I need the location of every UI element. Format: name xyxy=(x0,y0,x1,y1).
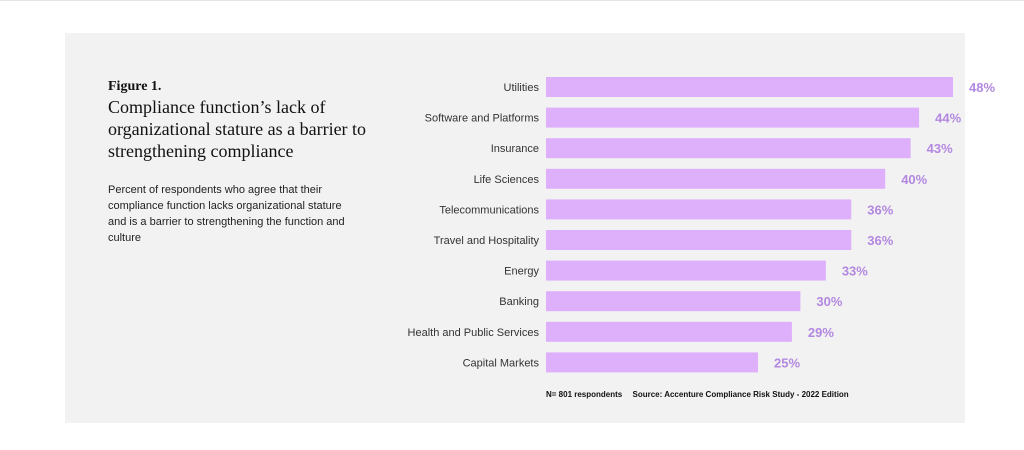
value-label: 40% xyxy=(901,172,927,187)
figure-title: Compliance function’s lack of organizati… xyxy=(108,97,367,161)
value-label: 44% xyxy=(935,111,961,126)
bar xyxy=(546,168,886,189)
value-label: 25% xyxy=(774,355,800,370)
bar xyxy=(546,107,920,128)
value-label: 30% xyxy=(816,294,842,309)
respondents-note: N= 801 respondents xyxy=(546,390,623,399)
bar xyxy=(546,77,954,97)
category-label: Utilities xyxy=(504,82,540,94)
bar xyxy=(546,138,911,159)
category-label: Health and Public Services xyxy=(408,327,540,339)
value-label: 33% xyxy=(842,264,868,279)
bar xyxy=(546,260,826,281)
bar xyxy=(546,230,852,250)
figure-label: Figure 1. xyxy=(108,79,162,94)
top-divider xyxy=(0,0,1024,1)
figure-description: Percent of respondents who agree that th… xyxy=(108,184,345,244)
value-label: 43% xyxy=(927,141,953,156)
figure-panel: Figure 1. Compliance function’s lack of … xyxy=(65,33,995,423)
category-label: Software and Platforms xyxy=(425,113,540,125)
source-note: Source: Accenture Compliance Risk Study … xyxy=(632,390,849,399)
bar xyxy=(546,291,801,312)
category-label: Telecommunications xyxy=(439,204,539,216)
footnote: N= 801 respondents Source: Accenture Com… xyxy=(546,390,849,399)
category-label: Travel and Hospitality xyxy=(434,235,540,247)
category-label: Capital Markets xyxy=(463,357,540,369)
category-label: Energy xyxy=(504,266,539,278)
value-label: 36% xyxy=(867,233,893,248)
bar xyxy=(546,321,792,342)
bar-chart: Utilities 48% Software and Platforms 44% Ins… xyxy=(408,77,995,373)
value-label: 48% xyxy=(969,80,995,95)
bar xyxy=(546,352,758,373)
value-label: 36% xyxy=(867,202,893,217)
category-label: Banking xyxy=(499,296,539,308)
value-label: 29% xyxy=(808,325,834,340)
bar xyxy=(546,199,852,220)
category-label: Insurance xyxy=(491,143,539,155)
category-label: Life Sciences xyxy=(474,174,540,186)
